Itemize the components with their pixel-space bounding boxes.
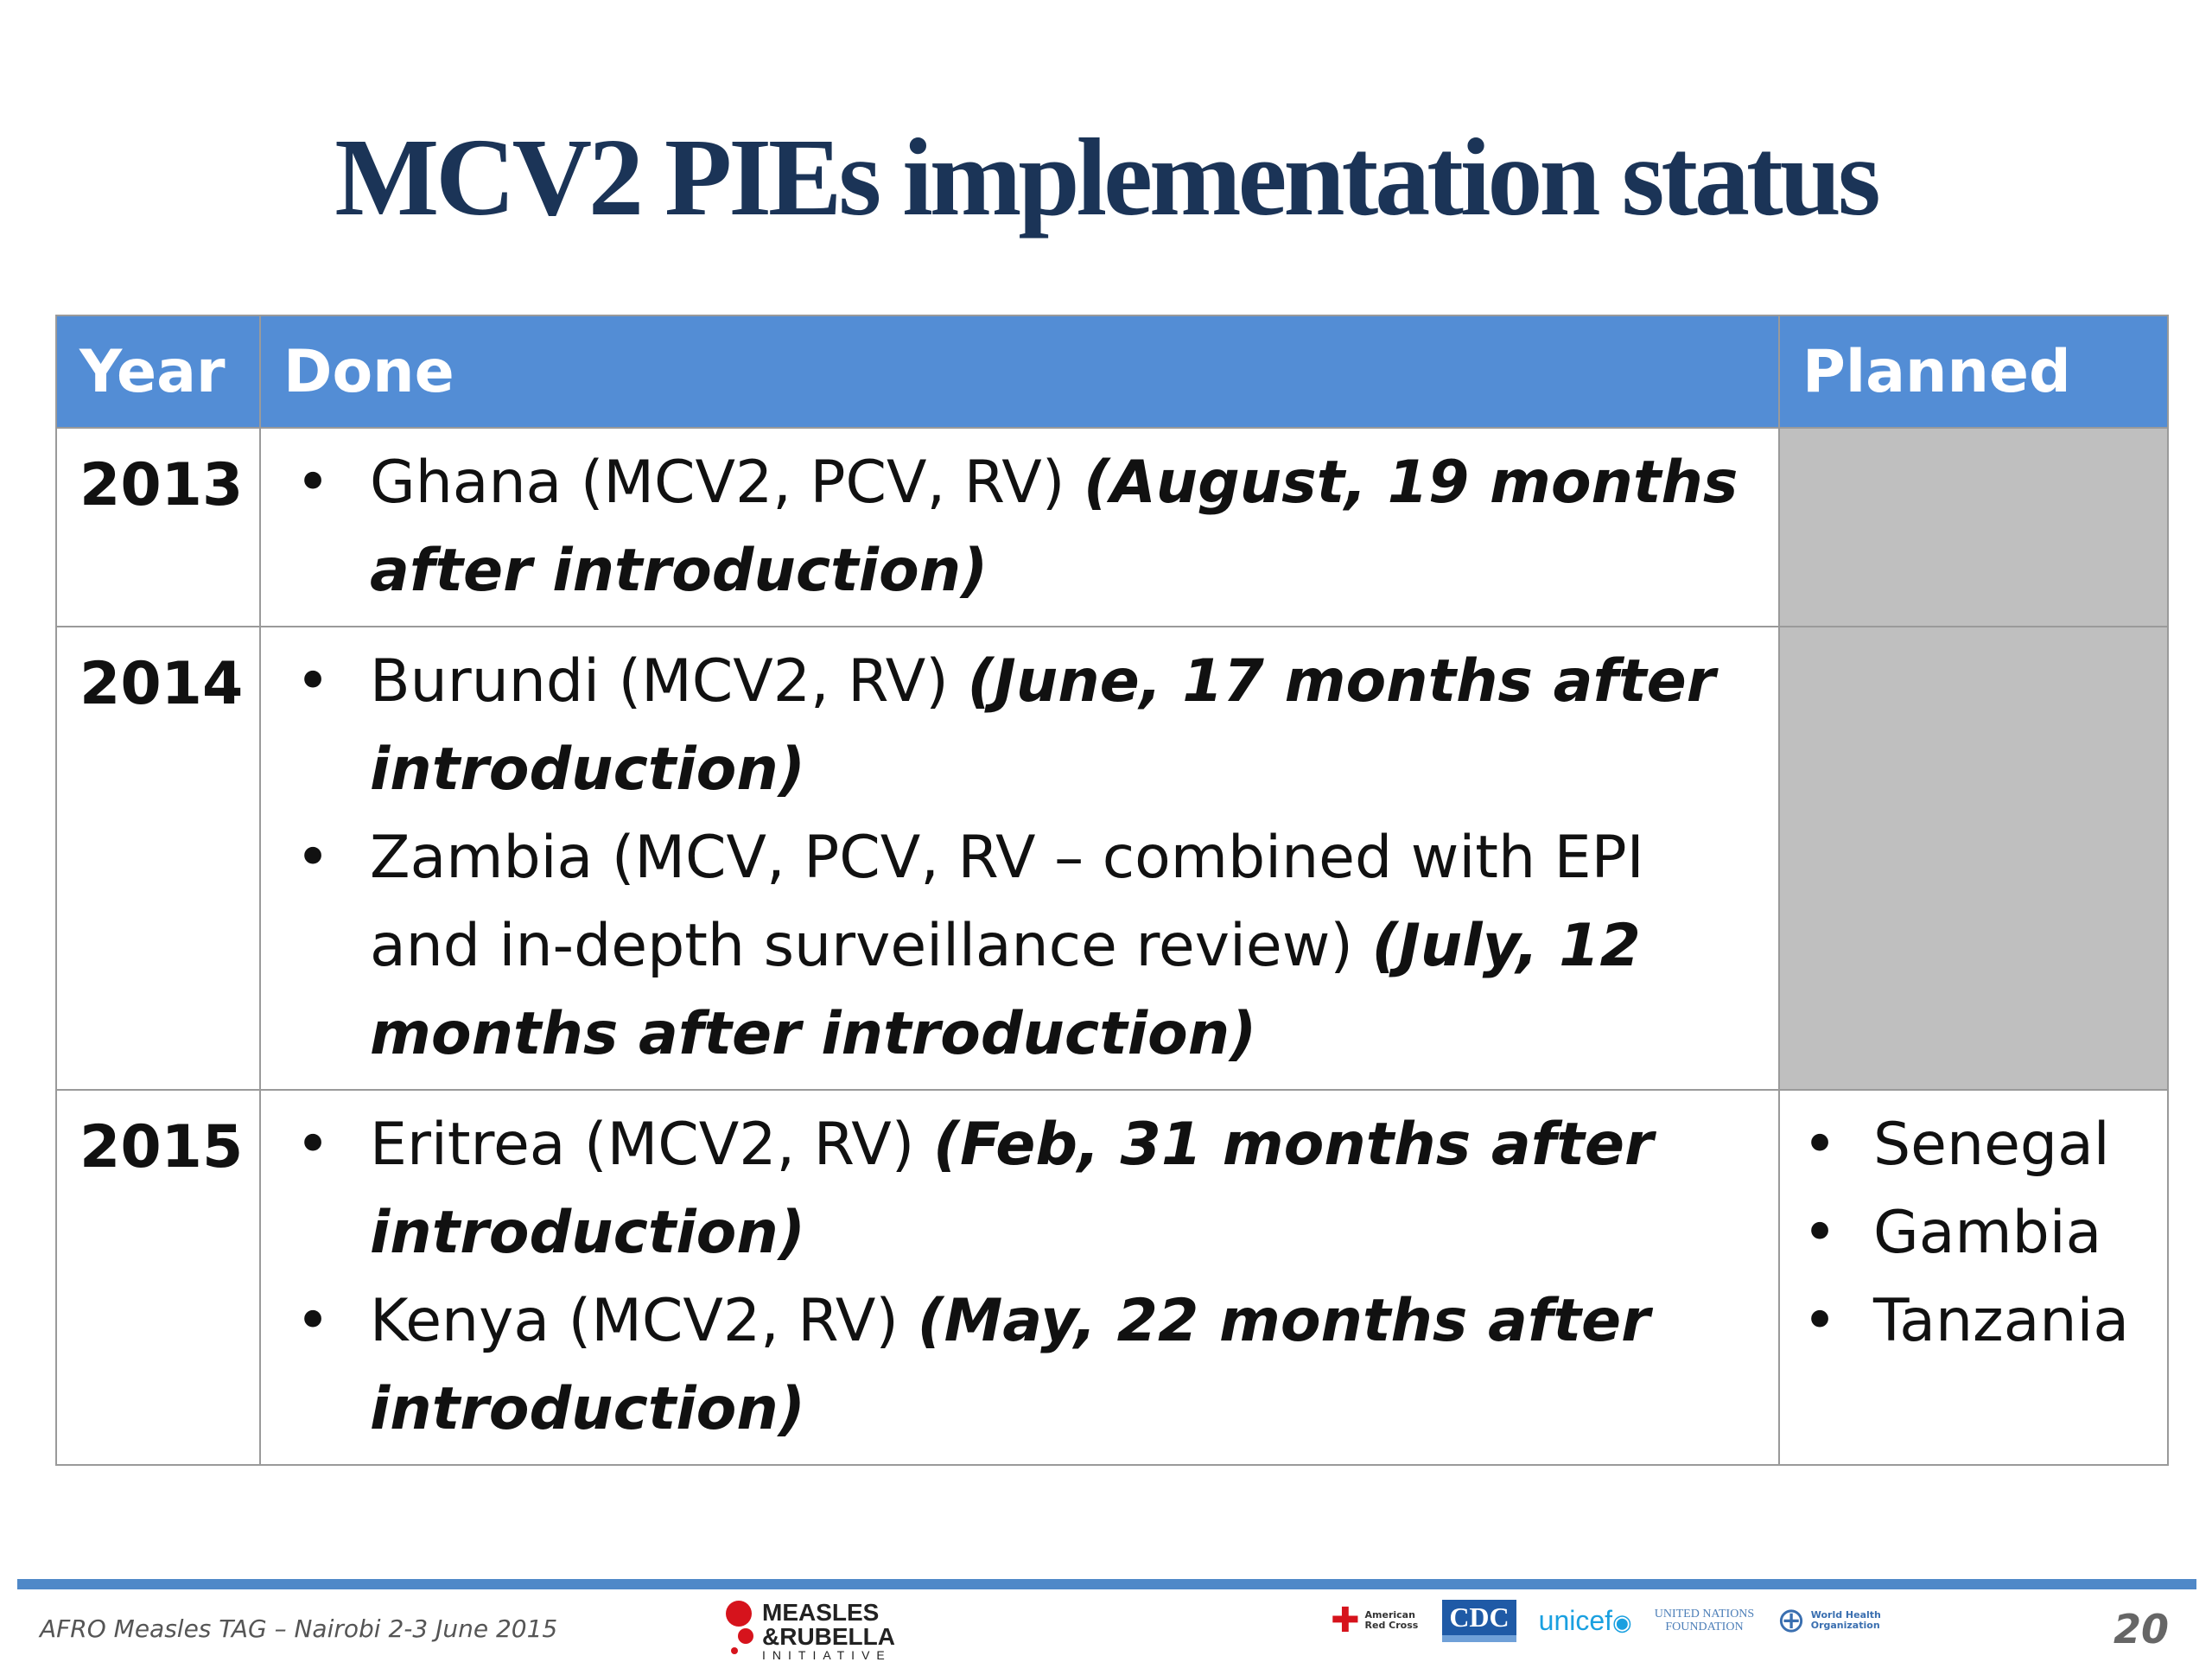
planned-item: • Tanzania — [1802, 1277, 2150, 1366]
done-cell: • Eritrea (MCV2, RV) (Feb, 31 months aft… — [259, 1089, 1780, 1466]
unicef-logo: unicef◉ — [1538, 1604, 1632, 1636]
done-item: • Zambia (MCV, PCV, RV – combined with E… — [283, 814, 1744, 1079]
footer-divider — [17, 1579, 2196, 1589]
header-year: Year — [55, 315, 261, 429]
done-item-detail: (Feb, 31 months after introduction) — [370, 1111, 1654, 1267]
measles-logo-line1: MEASLES — [762, 1599, 880, 1626]
done-item-text: Burundi (MCV2, RV) — [370, 647, 949, 716]
done-item-text: Zambia (MCV, PCV, RV – combined with EPI… — [370, 824, 1644, 980]
bullet-glyph: • — [296, 449, 331, 517]
bullet-glyph: • — [1802, 1111, 1838, 1179]
bullet-glyph: • — [1802, 1199, 1838, 1267]
red-cross-logo: ✚ American Red Cross — [1331, 1601, 1419, 1640]
done-item-detail: (May, 22 months after introduction) — [370, 1287, 1650, 1443]
who-globe-icon: ⊕ — [1777, 1601, 1806, 1640]
year-cell: 2014 — [55, 626, 261, 1091]
measles-dots-icon — [726, 1601, 757, 1654]
done-item: • Eritrea (MCV2, RV) (Feb, 31 months aft… — [283, 1101, 1744, 1277]
bullet-glyph: • — [296, 1287, 331, 1355]
bullet-glyph: • — [296, 647, 331, 716]
table-row-2013: 2013 • Ghana (MCV2, PCV, RV) (August, 19… — [55, 427, 2169, 627]
done-item-detail: (August, 19 months after introduction) — [370, 449, 1738, 605]
done-item: • Burundi (MCV2, RV) (June, 17 months af… — [283, 638, 1744, 814]
planned-cell: • Senegal • Gambia • Tanzania — [1778, 1089, 2169, 1466]
bullet-glyph: • — [296, 1111, 331, 1179]
partner-logos: ✚ American Red Cross CDC unicef◉ UNITED … — [1331, 1599, 1881, 1642]
planned-cell-empty — [1778, 427, 2169, 627]
unicef-globe-icon: ◉ — [1612, 1608, 1632, 1635]
table-row-2015: 2015 • Eritrea (MCV2, RV) (Feb, 31 month… — [55, 1089, 2169, 1466]
page-number: 20 — [2113, 1606, 2169, 1652]
table-row-2014: 2014 • Burundi (MCV2, RV) (June, 17 mont… — [55, 626, 2169, 1091]
planned-cell-empty — [1778, 626, 2169, 1091]
red-cross-icon: ✚ — [1331, 1601, 1360, 1640]
measles-rubella-logo: MEASLES &RUBELLA INITIATIVE — [726, 1601, 895, 1661]
header-planned: Planned — [1778, 315, 2169, 429]
done-item-detail: (June, 17 months after introduction) — [370, 647, 1716, 804]
year-cell: 2013 — [55, 427, 261, 627]
planned-item: • Senegal — [1802, 1101, 2150, 1189]
un-foundation-logo: UNITED NATIONS FOUNDATION — [1654, 1607, 1755, 1633]
planned-item: • Gambia — [1802, 1189, 2150, 1277]
done-item-text: Eritrea (MCV2, RV) — [370, 1111, 915, 1179]
planned-item-text: Senegal — [1873, 1111, 2110, 1179]
planned-item-text: Gambia — [1873, 1199, 2102, 1267]
done-cell: • Burundi (MCV2, RV) (June, 17 months af… — [259, 626, 1780, 1091]
done-item-detail: (July, 12 months after introduction) — [370, 912, 1641, 1068]
header-done: Done — [259, 315, 1780, 429]
bullet-glyph: • — [1802, 1287, 1838, 1355]
planned-item-text: Tanzania — [1873, 1287, 2130, 1355]
cdc-logo: CDC — [1442, 1599, 1516, 1642]
table-header-row: Year Done Planned — [55, 315, 2169, 429]
who-logo: ⊕ World Health Organization — [1777, 1601, 1881, 1640]
done-cell: • Ghana (MCV2, PCV, RV) (August, 19 mont… — [259, 427, 1780, 627]
status-table: Year Done Planned 2013 • Ghana (MCV2, PC… — [55, 315, 2169, 1466]
year-cell: 2015 — [55, 1089, 261, 1466]
done-item: • Ghana (MCV2, PCV, RV) (August, 19 mont… — [283, 439, 1744, 615]
measles-logo-line2: &RUBELLA — [762, 1623, 895, 1650]
done-item: • Kenya (MCV2, RV) (May, 22 months after… — [283, 1277, 1744, 1454]
measles-logo-line3: INITIATIVE — [762, 1648, 892, 1662]
bullet-glyph: • — [296, 824, 331, 892]
footer-event-text: AFRO Measles TAG – Nairobi 2-3 June 2015 — [40, 1614, 558, 1643]
done-item-text: Kenya (MCV2, RV) — [370, 1287, 899, 1355]
slide-title: MCV2 PIEs implementation status — [334, 116, 1880, 239]
done-item-text: Ghana (MCV2, PCV, RV) — [370, 449, 1065, 517]
